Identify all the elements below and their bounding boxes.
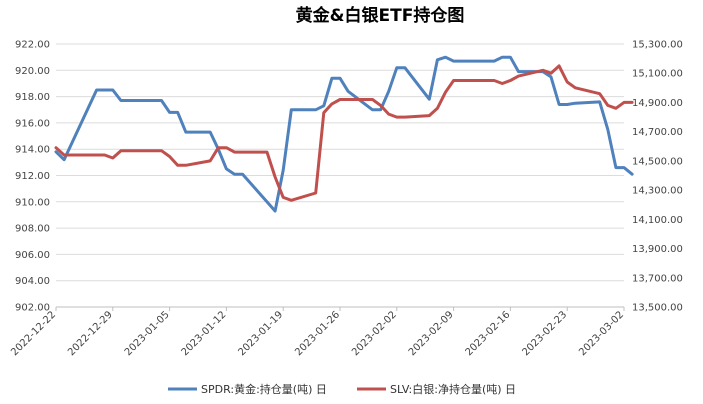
- y-left-tick-label: 922.00: [15, 40, 50, 51]
- series-lines: [54, 55, 634, 213]
- x-tick-label: 2023-02-23: [520, 309, 569, 358]
- x-tick-label: 2023-02-02: [350, 309, 399, 358]
- y-right-tick-label: 13,500.00: [632, 303, 683, 314]
- y-left-tick-label: 902.00: [15, 303, 50, 314]
- y-axis-right: 13,500.00 13,700.00 13,900.00 14,100.00 14,3…: [632, 40, 683, 314]
- x-axis: 2022-12-22 2022-12-29 2023-01-05 2023-01-12…: [9, 306, 626, 358]
- y-right-tick-label: 14,900.00: [632, 98, 683, 109]
- legend-label: SPDR:黄金:持仓量(吨) 日: [201, 382, 327, 396]
- y-right-tick-label: 13,700.00: [632, 273, 683, 284]
- y-left-tick-label: 914.00: [15, 145, 50, 156]
- y-right-tick-label: 15,100.00: [632, 69, 683, 80]
- y-right-tick-label: 14,500.00: [632, 156, 683, 167]
- y-right-tick-label: 14,300.00: [632, 186, 683, 197]
- grid-lines: [56, 43, 624, 308]
- x-tick-label: 2023-01-19: [236, 309, 285, 358]
- y-axis-left: 902.00 904.00 906.00 908.00 910.00 912.00 914.…: [15, 40, 50, 314]
- x-tick-label: 2023-01-05: [123, 309, 172, 358]
- x-tick-label: 2023-02-16: [464, 309, 513, 358]
- y-left-tick-label: 910.00: [15, 197, 50, 208]
- x-tick-label: 2023-03-02: [577, 309, 626, 358]
- y-right-tick-label: 15,300.00: [632, 40, 683, 51]
- y-left-tick-label: 904.00: [15, 276, 50, 287]
- legend: SPDR:黄金:持仓量(吨) 日 SLV:白银:净持仓量(吨) 日: [168, 382, 516, 396]
- series-line-slv: [54, 64, 634, 202]
- y-right-tick-label: 14,700.00: [632, 127, 683, 138]
- y-right-tick-label: 13,900.00: [632, 244, 683, 255]
- legend-label: SLV:白银:净持仓量(吨) 日: [390, 382, 516, 396]
- series-line-spdr: [54, 55, 634, 213]
- chart-title: 黄金&白银ETF持仓图: [296, 5, 465, 26]
- y-left-tick-label: 912.00: [15, 171, 50, 182]
- x-tick-label: 2022-12-22: [9, 309, 58, 358]
- y-left-tick-label: 918.00: [15, 92, 50, 103]
- x-tick-label: 2023-02-09: [407, 309, 456, 358]
- y-left-tick-label: 920.00: [15, 66, 50, 77]
- x-tick-label: 2022-12-29: [66, 309, 115, 358]
- y-left-tick-label: 916.00: [15, 118, 50, 129]
- y-right-tick-label: 14,100.00: [632, 215, 683, 226]
- x-tick-label: 2023-01-12: [180, 309, 229, 358]
- y-left-tick-label: 908.00: [15, 224, 50, 235]
- y-left-tick-label: 906.00: [15, 250, 50, 261]
- x-tick-label: 2023-01-26: [293, 309, 342, 358]
